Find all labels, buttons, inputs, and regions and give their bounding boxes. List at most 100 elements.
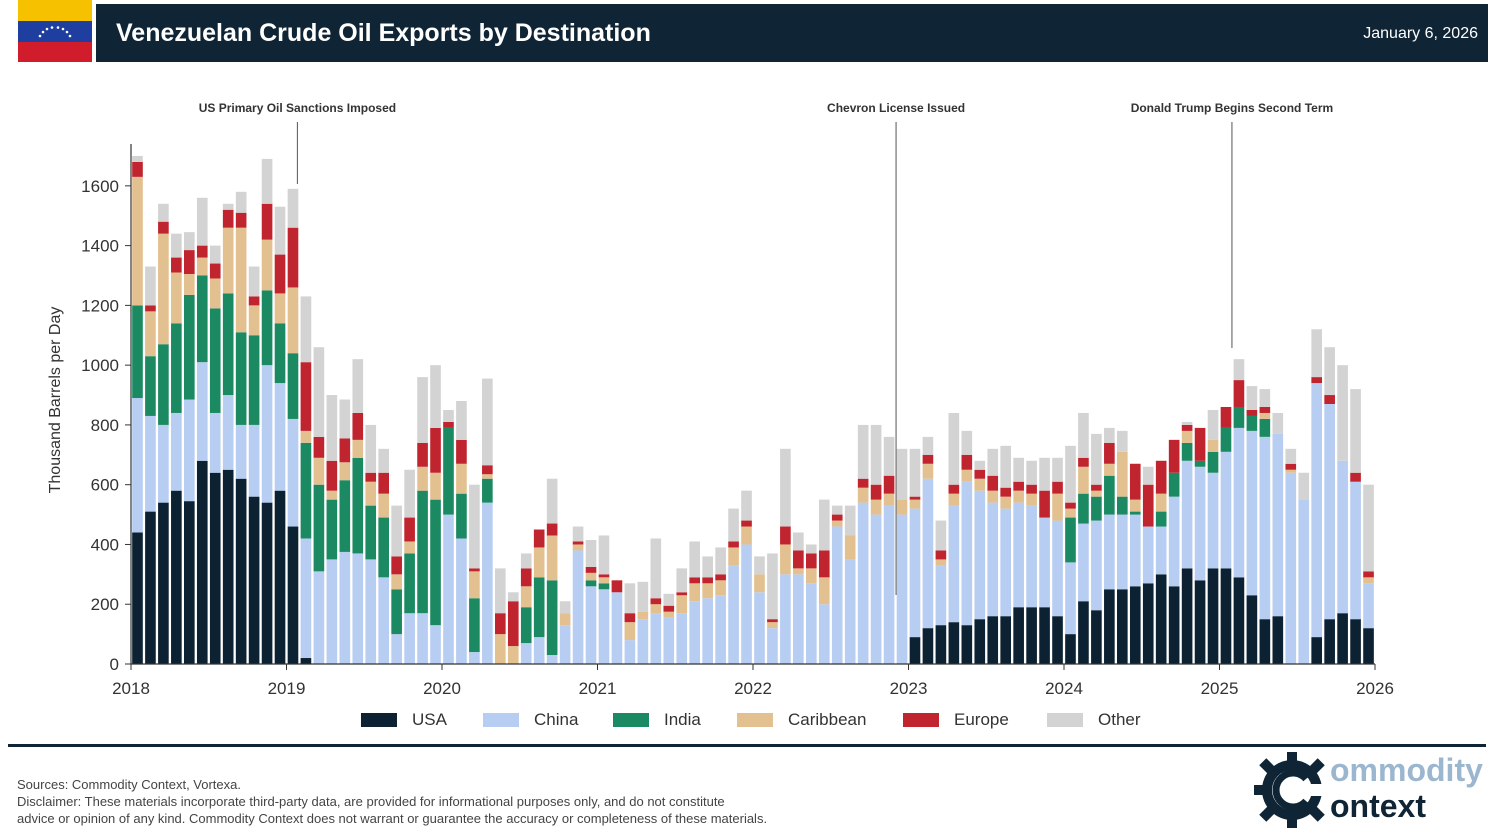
bar-caribbean: [378, 493, 389, 518]
bar-china: [1104, 514, 1115, 590]
bar-other: [961, 430, 973, 455]
bar-usa: [1078, 601, 1089, 664]
bar-china: [922, 478, 934, 629]
bar-china: [948, 505, 960, 623]
bar-europe: [689, 577, 700, 584]
bar-caribbean: [948, 493, 960, 506]
bar-china: [728, 565, 739, 664]
bar-europe: [443, 421, 454, 428]
bar-china: [624, 640, 636, 664]
y-tick-label: 600: [91, 476, 119, 495]
legend-item-other: Other: [1047, 710, 1141, 730]
logo-text-line1: ommodity: [1330, 752, 1483, 788]
bar-china: [818, 604, 830, 664]
legend-label: India: [664, 710, 701, 729]
bar-india: [520, 607, 532, 644]
bar-china: [546, 655, 558, 664]
bar-other: [378, 448, 389, 473]
bar-europe: [520, 568, 532, 587]
bar-caribbean: [430, 472, 441, 500]
bar-europe: [857, 478, 869, 488]
bar-caribbean: [585, 572, 597, 581]
annotation-label: Donald Trump Begins Second Term: [1131, 101, 1333, 115]
bar-china: [391, 634, 402, 664]
bar-caribbean: [559, 613, 571, 626]
bar-other: [482, 378, 493, 466]
bar-caribbean: [1026, 493, 1037, 506]
bar-china: [1000, 508, 1011, 617]
bar-other: [456, 401, 467, 440]
legend-label: Other: [1098, 710, 1141, 729]
bar-europe: [404, 517, 415, 542]
bar-india: [585, 580, 597, 587]
bar-europe: [1078, 457, 1089, 467]
bar-other: [948, 412, 960, 485]
bar-china: [585, 586, 597, 664]
bar-caribbean: [222, 227, 234, 294]
bar-china: [313, 571, 325, 664]
bar-usa: [1272, 616, 1284, 664]
bar-china: [793, 574, 804, 664]
bar-usa: [274, 490, 286, 664]
bar-china: [987, 502, 999, 617]
bar-caribbean: [818, 577, 830, 605]
bar-europe: [546, 523, 558, 536]
bar-europe: [585, 566, 597, 573]
bar-caribbean: [922, 463, 934, 479]
y-tick-label: 1000: [81, 356, 119, 375]
bar-europe: [1194, 427, 1206, 461]
bar-usa: [1000, 616, 1011, 664]
bar-other: [248, 266, 260, 297]
bar-europe: [196, 245, 208, 258]
bar-other: [1117, 430, 1128, 452]
bar-china: [883, 505, 895, 664]
bar-usa: [1104, 589, 1115, 664]
bar-caribbean: [326, 490, 338, 500]
bar-europe: [1142, 484, 1154, 527]
bar-caribbean: [365, 481, 377, 506]
bar-other: [1233, 359, 1245, 381]
bar-india: [1181, 442, 1193, 461]
bar-usa: [1259, 619, 1271, 664]
bar-caribbean: [1117, 451, 1128, 497]
bar-europe: [1233, 380, 1245, 407]
bar-other: [793, 532, 804, 551]
bar-china: [339, 551, 351, 664]
bar-other: [987, 448, 999, 476]
bar-china: [1013, 502, 1024, 608]
bar-usa: [1039, 607, 1050, 664]
y-tick-label: 800: [91, 416, 119, 435]
bar-usa: [1142, 583, 1154, 664]
bar-china: [1091, 520, 1102, 611]
bar-europe: [248, 296, 260, 306]
bar-other: [1091, 433, 1102, 485]
bar-china: [158, 424, 169, 503]
bar-europe: [676, 592, 688, 596]
bar-europe: [287, 227, 299, 288]
bar-china: [145, 415, 156, 512]
bar-europe: [974, 469, 986, 479]
bar-europe: [818, 550, 830, 578]
bar-china: [261, 365, 273, 503]
y-tick-label: 1600: [81, 177, 119, 196]
legend-label: Europe: [954, 710, 1009, 729]
bar-europe: [352, 412, 364, 440]
bar-india: [482, 478, 493, 503]
bar-china: [831, 526, 843, 664]
bar-caribbean: [702, 583, 713, 599]
bar-other: [909, 448, 921, 497]
bar-india: [274, 323, 286, 384]
bar-other: [184, 232, 195, 251]
bar-europe: [909, 496, 921, 500]
bar-china: [1311, 383, 1322, 638]
bar-usa: [1155, 574, 1167, 664]
bar-other: [1324, 347, 1335, 396]
bar-europe: [430, 427, 441, 473]
bar-india: [339, 480, 351, 552]
bar-caribbean: [650, 604, 662, 614]
bar-china: [533, 637, 545, 664]
x-tick-label: 2026: [1356, 679, 1394, 698]
bar-china: [520, 643, 532, 664]
bar-caribbean: [1078, 466, 1089, 494]
bar-china: [1324, 404, 1335, 620]
